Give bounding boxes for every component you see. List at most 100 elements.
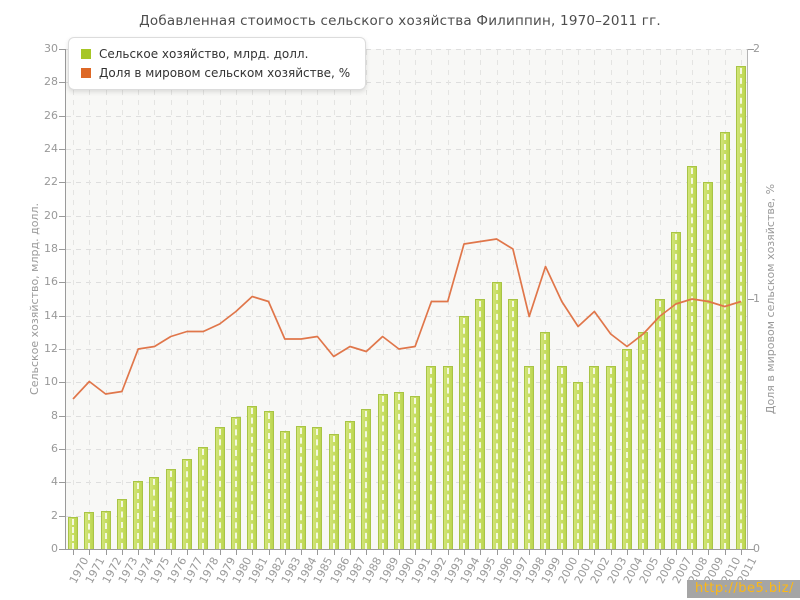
bar: [149, 477, 160, 549]
bottom-tick: [708, 550, 710, 555]
v-gridline: [219, 50, 221, 549]
bar: [247, 405, 258, 550]
watermark-link[interactable]: http://be5.biz/: [686, 580, 800, 598]
v-gridline: [594, 50, 596, 549]
legend-item-agriculture: Сельское хозяйство, млрд. долл.: [81, 47, 350, 61]
right-tick: [748, 49, 754, 50]
left-tick-label: 6: [51, 442, 58, 455]
v-gridline: [626, 50, 628, 549]
bar: [491, 282, 502, 549]
bar: [589, 365, 600, 550]
bottom-tick: [578, 550, 580, 555]
h-gridline: [66, 449, 747, 450]
chart-title: Добавленная стоимость сельского хозяйств…: [139, 13, 661, 29]
bottom-tick: [73, 550, 74, 555]
bar: [687, 165, 698, 550]
bottom-tick: [333, 550, 335, 555]
left-tick: [59, 482, 65, 484]
h-gridline: [66, 249, 747, 250]
h-gridline: [66, 482, 747, 484]
bar: [442, 365, 453, 550]
bottom-tick: [643, 550, 645, 555]
bar: [393, 392, 404, 549]
legend-label-share: Доля в мировом сельском хозяйстве, %: [99, 66, 351, 80]
left-tick: [59, 315, 65, 317]
bottom-tick: [187, 550, 189, 555]
h-gridline: [66, 415, 747, 417]
bar: [459, 315, 470, 550]
bottom-tick: [366, 550, 368, 555]
bottom-tick: [349, 550, 351, 555]
v-gridline: [154, 50, 156, 549]
bottom-tick: [447, 550, 449, 555]
left-tick-label: 0: [51, 542, 58, 555]
h-gridline: [66, 349, 747, 350]
v-gridline: [268, 50, 270, 549]
line-series: [72, 238, 742, 400]
right-tick: [748, 549, 754, 550]
v-gridline: [187, 50, 189, 549]
bottom-tick: [626, 550, 628, 555]
left-tick-label: 18: [44, 242, 58, 255]
bottom-tick: [89, 550, 91, 555]
v-gridline: [610, 50, 612, 549]
bottom-tick: [512, 550, 514, 555]
bar: [84, 512, 95, 549]
left-tick: [59, 82, 65, 84]
left-tick: [59, 182, 65, 184]
bar: [573, 382, 584, 549]
v-gridline: [578, 50, 580, 549]
left-tick-label: 20: [44, 208, 58, 222]
bar: [524, 365, 535, 550]
left-tick-label: 28: [44, 75, 58, 89]
bottom-tick: [692, 550, 694, 555]
v-gridline: [89, 50, 91, 549]
legend-item-share: Доля в мировом сельском хозяйстве, %: [81, 66, 350, 80]
bottom-tick: [561, 550, 563, 555]
left-tick: [59, 382, 65, 384]
h-gridline: [66, 182, 747, 184]
bar: [475, 299, 486, 549]
left-tick: [59, 415, 65, 417]
v-gridline: [333, 50, 335, 549]
bottom-tick: [235, 550, 237, 555]
bar: [182, 459, 193, 549]
left-tick-label: 26: [44, 108, 58, 122]
bar: [377, 394, 388, 549]
bar: [621, 349, 632, 549]
left-tick-label: 2: [51, 508, 58, 522]
left-tick-label: 4: [51, 475, 58, 489]
bar: [540, 332, 551, 549]
left-tick: [59, 149, 65, 150]
v-gridline: [235, 50, 237, 549]
bottom-tick: [741, 550, 742, 555]
bottom-tick: [594, 550, 596, 555]
left-tick: [59, 349, 65, 350]
right-tick-label: 0: [753, 542, 760, 555]
bottom-tick: [268, 550, 270, 555]
v-gridline: [105, 50, 107, 549]
bottom-axis-line: [65, 549, 748, 550]
bottom-tick: [724, 550, 726, 555]
bar: [116, 499, 127, 549]
bottom-tick: [398, 550, 400, 555]
v-gridline: [415, 50, 417, 549]
v-gridline: [252, 50, 254, 549]
right-axis-line: [747, 49, 748, 550]
h-gridline: [66, 149, 747, 150]
left-tick: [59, 515, 65, 517]
share-line: [72, 238, 742, 400]
bar: [312, 427, 323, 549]
right-tick-label: 1: [753, 292, 760, 305]
bottom-tick: [284, 550, 286, 555]
left-tick-label: 10: [44, 375, 58, 389]
bar: [296, 425, 307, 550]
bar: [361, 409, 372, 549]
v-gridline: [366, 50, 368, 549]
bar: [198, 447, 209, 549]
bottom-tick: [659, 550, 661, 555]
bar: [426, 365, 437, 550]
v-gridline: [170, 50, 172, 549]
h-gridline: [66, 282, 747, 284]
